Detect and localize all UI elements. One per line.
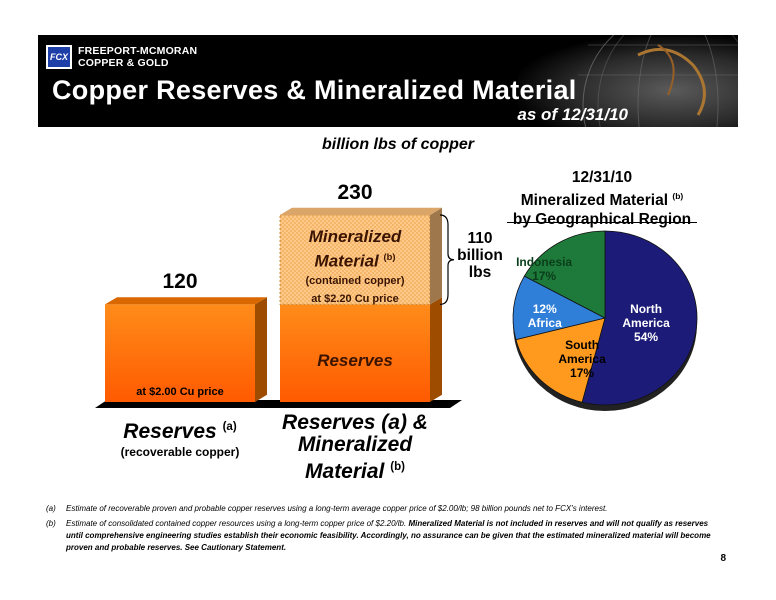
- bar-side-0-0: [255, 297, 267, 402]
- company-name-line1: FREEPORT-MCMORAN: [78, 45, 198, 57]
- pie-slice-indonesia: [523, 230, 606, 319]
- pie-pct-2-0: 12%: [532, 301, 557, 316]
- pie-title-rule: [507, 222, 697, 223]
- pie-slice-north-america: [581, 230, 698, 406]
- footnote-a: (a) Estimate of recoverable proven and p…: [46, 503, 726, 515]
- page-title: Copper Reserves & Mineralized Material: [52, 75, 577, 105]
- company-name: FREEPORT-MCMORAN COPPER & GOLD: [78, 45, 197, 69]
- category-label-combined-main: Reserves (a) & Mineralized Material (b): [282, 411, 428, 483]
- bar-total-label-combined: 230: [337, 181, 373, 204]
- bar-segment-1-1: [279, 214, 431, 305]
- bar-side-1-1: [430, 207, 442, 305]
- category-reserves-note: (a): [222, 421, 237, 433]
- pie-label-north-america: North America 54%: [606, 302, 686, 344]
- category-label-reserves-main: Reserves (a): [123, 420, 237, 443]
- footnote-b-text: Estimate of consolidated contained coppe…: [66, 519, 407, 528]
- globe-icon: [578, 35, 738, 127]
- header-banner: FCX FREEPORT-MCMORAN COPPER & GOLD Coppe…: [38, 35, 738, 127]
- pie-label-africa: 12% Africa: [505, 302, 585, 330]
- category-label-reserves: Reserves (a) (recoverable copper): [85, 416, 275, 460]
- bracket-label-value: 110: [467, 229, 493, 247]
- mineralized-segment-text: Mineralized Material (b) (contained copp…: [280, 227, 430, 305]
- page-number: 8: [720, 553, 726, 564]
- pie-label-south-america: South America 17%: [542, 338, 622, 380]
- footnote-a-text: Estimate of recoverable proven and proba…: [66, 504, 608, 513]
- category-label-reserves-sub: (recoverable copper): [120, 445, 240, 459]
- bar-top-1: [280, 207, 442, 215]
- mineralized-segment-label: Mineralized Material (b): [308, 227, 402, 271]
- pie-slice-africa: [512, 275, 607, 341]
- bar-segment-1-0: [280, 304, 430, 402]
- bar-total-label-reserves: 120: [162, 270, 198, 294]
- page-subtitle: as of 12/31/10: [517, 105, 628, 124]
- pie-name-1-1: America: [558, 351, 606, 366]
- bar-top-0: [105, 297, 267, 305]
- pie-pct-0-2: 54%: [634, 329, 659, 344]
- mineralized-bracket: [439, 214, 455, 306]
- pie-chart: [512, 230, 698, 411]
- pie-slice-south-america: [515, 317, 606, 403]
- bracket-label-unit2: lbs: [468, 263, 492, 281]
- bracket-label: 110 billion lbs: [454, 230, 506, 281]
- mineralized-price-label: at $2.20 Cu price: [311, 292, 399, 305]
- pie-name-0-0: North: [630, 301, 663, 316]
- bar-side-1-0: [430, 297, 442, 402]
- pie-title-line2: Mineralized Material (b): [520, 191, 684, 210]
- pie-title-date: 12/31/10: [571, 169, 633, 186]
- pie-name-2-1: Africa: [527, 315, 562, 330]
- footnote-a-key: (a): [46, 504, 56, 513]
- category-label-combined: Reserves (a) & Mineralized Material (b): [260, 412, 450, 483]
- footnote-b: (b) Estimate of consolidated contained c…: [46, 518, 726, 554]
- category-combined-note: (b): [390, 461, 405, 473]
- pie-name-0-1: America: [622, 315, 670, 330]
- bracket-label-unit1: billion: [457, 246, 503, 264]
- pie-pct-1-2: 17%: [570, 365, 595, 380]
- globe-graphic: [518, 35, 738, 127]
- footnote-b-key: (b): [46, 519, 56, 528]
- units-label: billion lbs of copper: [322, 136, 474, 153]
- company-name-line2: COPPER & GOLD: [78, 57, 169, 69]
- pie-label-indonesia: Indonesia 17%: [504, 255, 584, 283]
- mineralized-note: (b): [383, 252, 396, 262]
- pie-pct-3-1: 17%: [532, 268, 557, 283]
- mineralized-sub-label: (contained copper): [305, 274, 405, 287]
- pie-name-3-0: Indonesia: [516, 254, 573, 269]
- bar-segment-0-0: [105, 304, 255, 402]
- company-logo: FCX: [46, 45, 72, 69]
- footnote-b-bold: Mineralized Material is not included in …: [66, 519, 711, 552]
- pie-title-line3: by Geographical Region: [512, 211, 692, 229]
- pie-title: 12/31/10 Mineralized Material (b) by Geo…: [497, 168, 707, 229]
- pie-title-note: (b): [672, 191, 684, 201]
- reserves-segment-label: Reserves: [317, 351, 393, 371]
- reserves-price-label: at $2.00 Cu price: [136, 386, 224, 398]
- pie-name-1-0: South: [565, 337, 600, 352]
